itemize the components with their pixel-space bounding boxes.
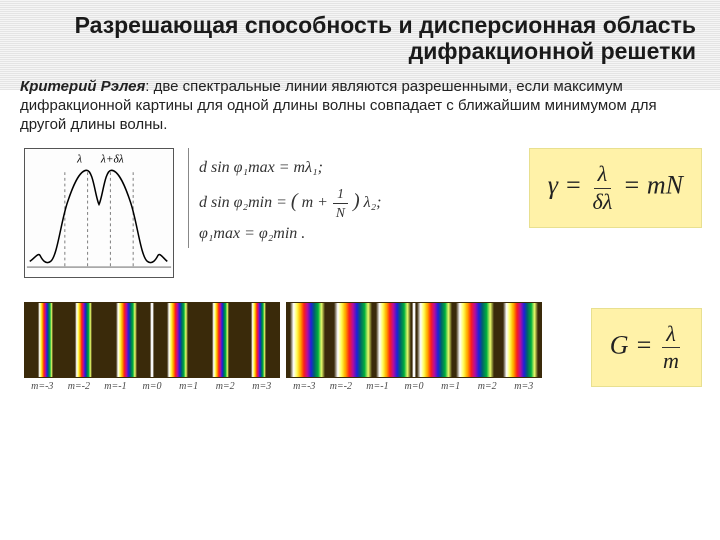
order-label: m=1 [432,381,469,392]
order-label: m=-1 [359,381,396,392]
eq2-left: d sin φ₂min = [199,194,291,211]
rayleigh-plot-container: λ λ+δλ [24,148,174,278]
order-label: m=0 [134,381,171,392]
spectra-pair: m=-3m=-2m=-1m=0m=1m=2m=3 m=-3m=-2m=-1m=0… [24,302,542,392]
order-label: m=3 [505,381,542,392]
heading-line-1: Разрешающая способность и дисперсионная … [75,12,696,38]
g-den: m [659,348,683,372]
order-label: m=1 [170,381,207,392]
description-lead: Критерий Рэлея [20,78,145,95]
equation-system: d sin φ₁max = mλ₁; d sin φ₂min = ( m + 1… [188,148,408,248]
g-lhs: G = [610,330,659,359]
order-label: m=2 [207,381,244,392]
gamma-lhs: γ = [548,171,589,200]
orders-a: m=-3m=-2m=-1m=0m=1m=2m=3 [24,378,280,392]
rayleigh-plot: λ λ+δλ [24,148,174,278]
figure-row: λ λ+δλ d sin φ₁max = mλ₁; d sin φ₂min = … [0,134,720,278]
order-label: m=-2 [61,381,98,392]
eq-line-3: φ₁max = φ₂min . [199,220,408,249]
order-label: m=3 [243,381,280,392]
spectrum-b-wrap: m=-3m=-2m=-1m=0m=1m=2m=3 [286,302,542,392]
formula-g: G = λm [591,308,702,387]
order-label: m=-2 [323,381,360,392]
spectrum-b [286,302,542,378]
plot-bg [25,150,173,277]
eq-line-1: d sin φ₁max = mλ₁; [199,154,408,183]
side-formulas: γ = λδλ = mN [529,148,702,227]
gamma-num: λ [594,163,612,188]
plot-label-right: λ+δλ [100,154,124,166]
orders-b: m=-3m=-2m=-1m=0m=1m=2m=3 [286,378,542,392]
formula-gamma: γ = λδλ = mN [529,148,702,227]
description-paragraph: Критерий Рэлея: две спектральные линии я… [0,69,720,135]
order-label: m=2 [469,381,506,392]
plot-label-left: λ [76,154,82,166]
order-label: m=0 [396,381,433,392]
heading-line-2: дифракционной решетки [409,38,696,64]
spectrum-a-wrap: m=-3m=-2m=-1m=0m=1m=2m=3 [24,302,280,392]
eq-line-2: d sin φ₂min = ( m + 1N ) λ₂; [199,183,408,219]
order-label: m=-3 [24,381,61,392]
slide-heading: Разрешающая способность и дисперсионная … [0,0,720,69]
spectrum-a [24,302,280,378]
gamma-den: δλ [588,189,616,213]
g-num: λ [662,323,680,348]
formula-g-wrap: G = λm [591,308,702,387]
order-label: m=-1 [97,381,134,392]
eq2-right: λ₂; [364,194,382,211]
order-label: m=-3 [286,381,323,392]
gamma-rhs: = mN [616,171,683,200]
spectra-row: m=-3m=-2m=-1m=0m=1m=2m=3 m=-3m=-2m=-1m=0… [0,278,720,392]
